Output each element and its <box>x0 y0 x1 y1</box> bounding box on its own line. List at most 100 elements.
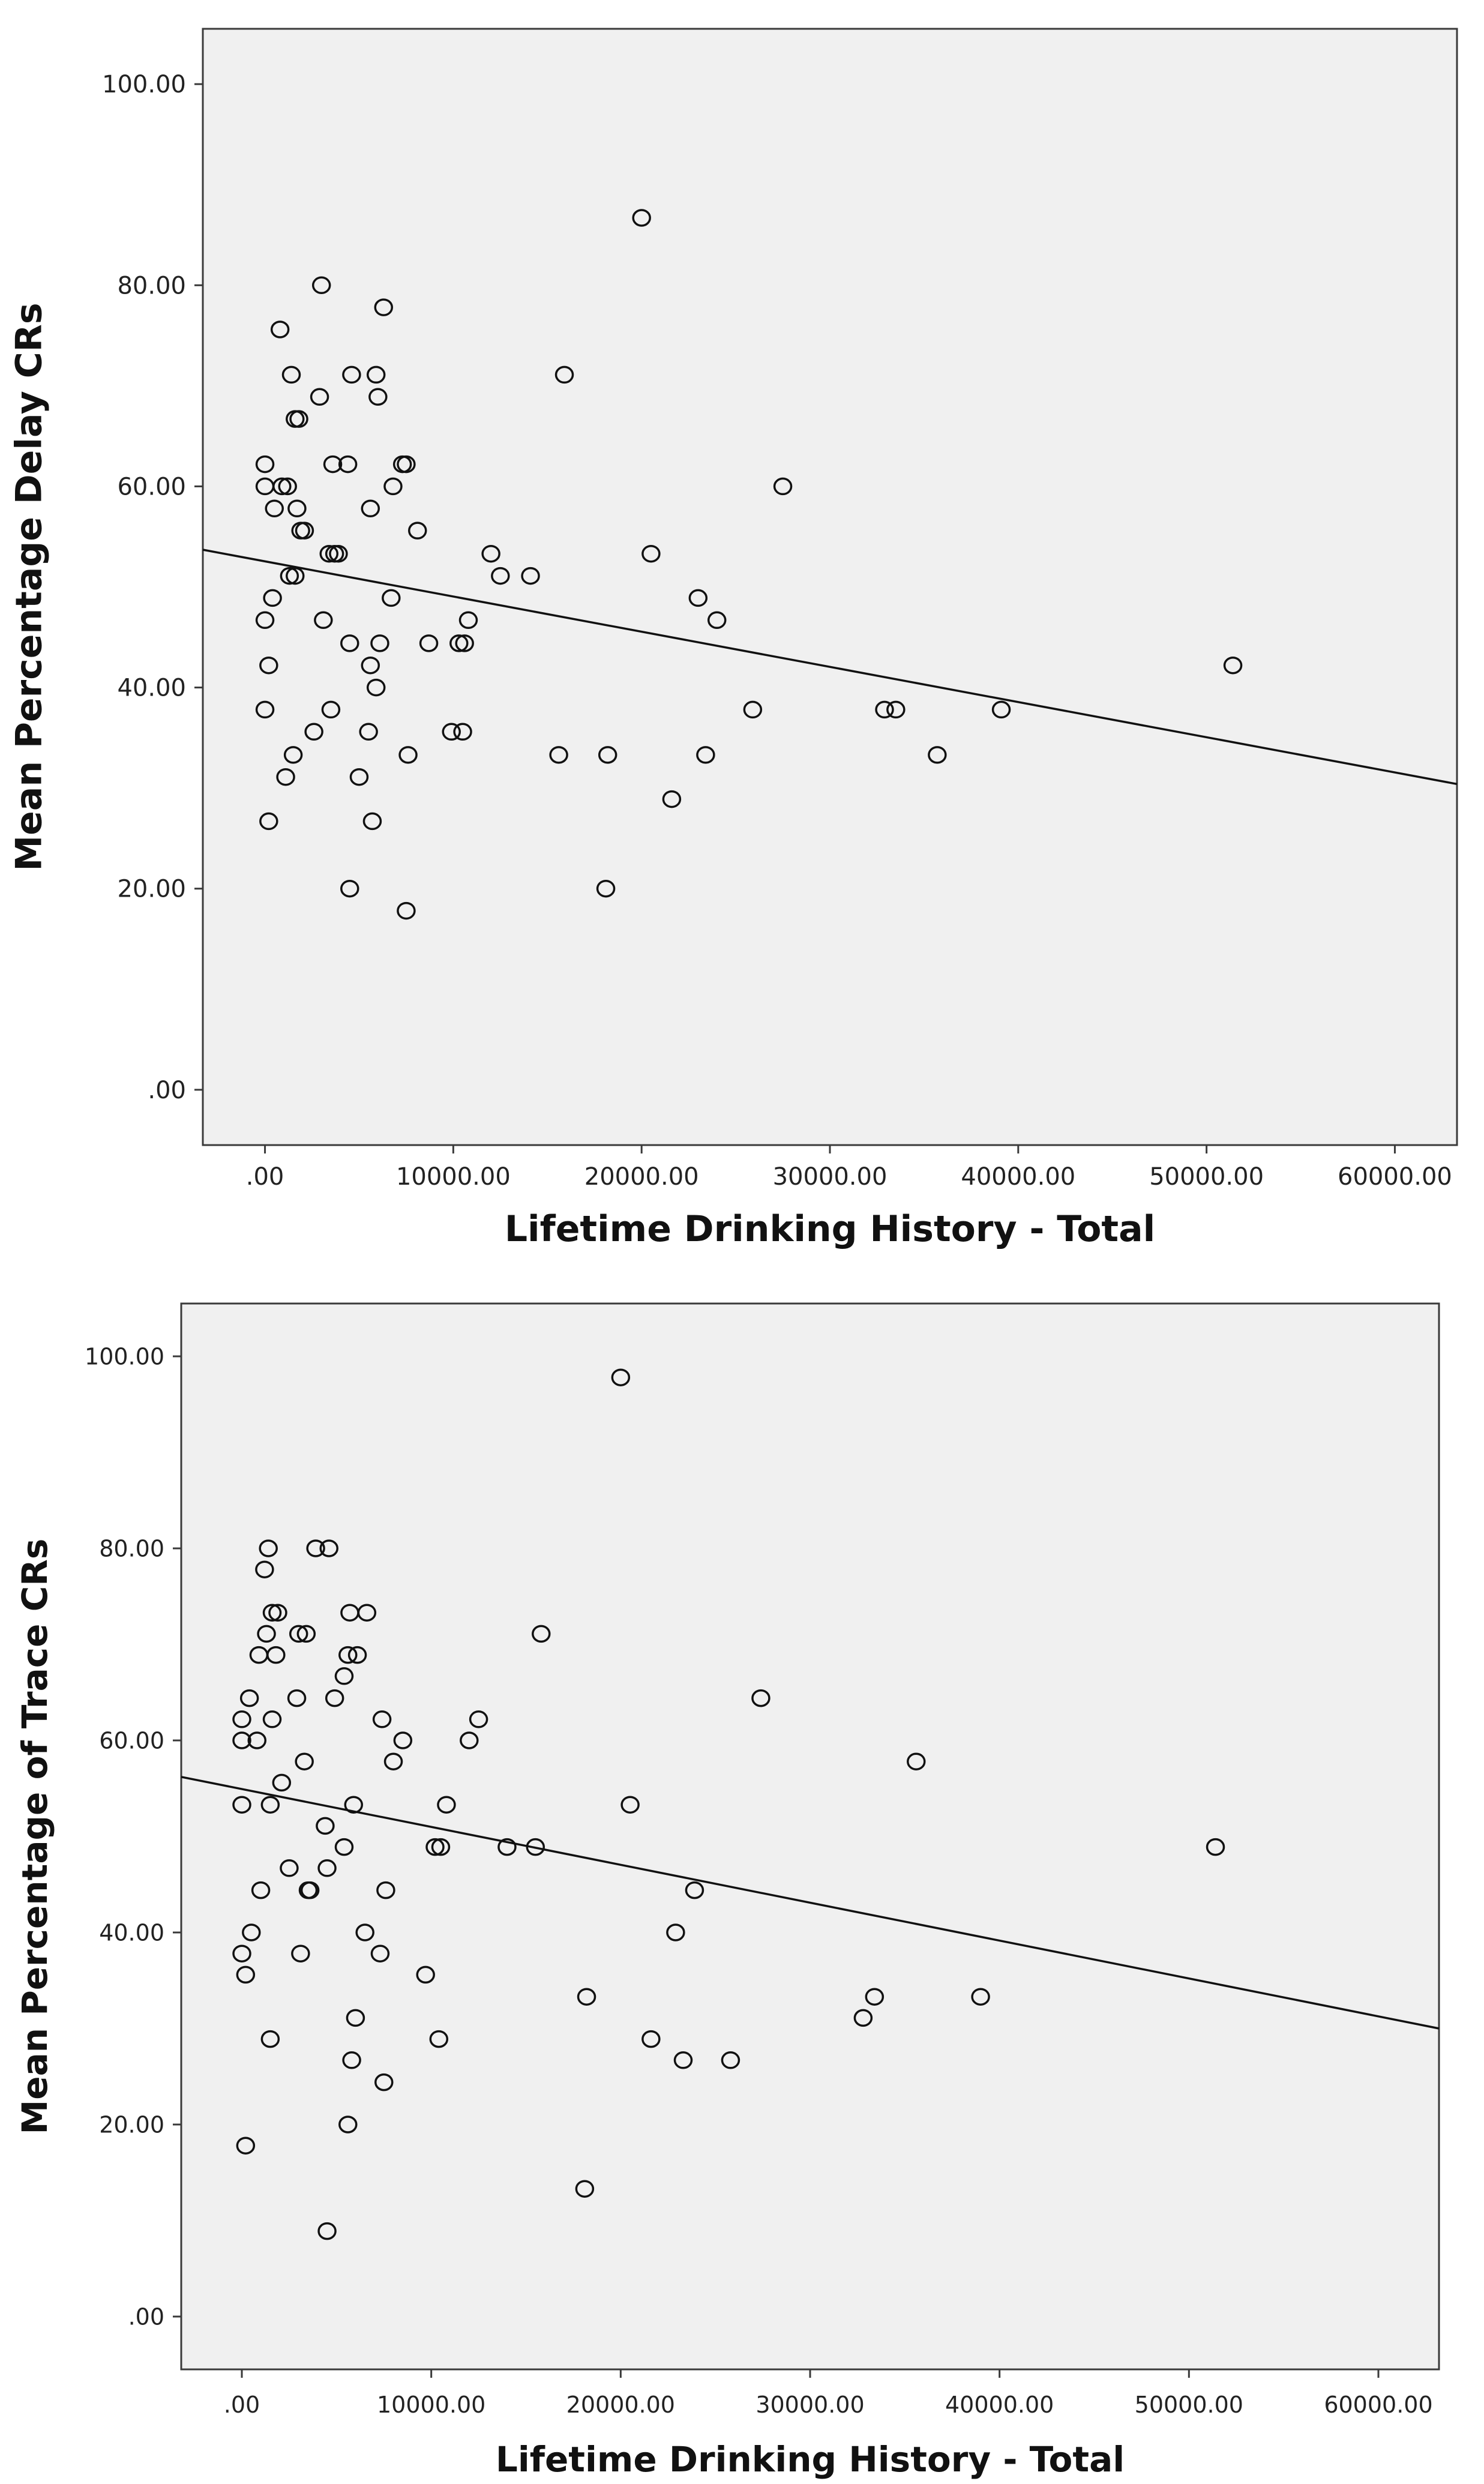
data-point <box>853 2009 873 2027</box>
data-point <box>598 746 617 764</box>
data-point <box>295 522 314 540</box>
data-point <box>255 1560 274 1578</box>
x-axis-title: Lifetime Drinking History - Total <box>496 2439 1125 2480</box>
data-point <box>247 1731 267 1749</box>
data-point <box>278 477 297 496</box>
data-point <box>334 1667 354 1685</box>
data-point <box>368 388 388 406</box>
data-point <box>236 1965 256 1984</box>
data-point <box>865 1988 885 2006</box>
data-point <box>991 700 1011 719</box>
data-point <box>383 477 403 496</box>
data-point <box>928 746 947 764</box>
data-point <box>334 1838 354 1856</box>
data-point <box>549 746 568 764</box>
y-tick-label: 40.00 <box>99 1919 164 1946</box>
data-point <box>239 1689 259 1707</box>
x-tick-label: 20000.00 <box>566 2392 675 2418</box>
data-point <box>596 879 616 898</box>
data-point <box>355 1923 374 1941</box>
data-point <box>286 567 305 585</box>
data-point <box>886 700 906 719</box>
data-point <box>306 1539 325 1557</box>
x-tick-label: 30000.00 <box>756 2392 864 2418</box>
data-point <box>291 1944 310 1962</box>
x-tick-label: .00 <box>224 2392 260 2418</box>
y-tick-label: 100.00 <box>85 1343 164 1370</box>
data-point <box>232 1944 251 1962</box>
data-point <box>340 634 359 652</box>
data-point <box>641 2030 661 2048</box>
data-point <box>317 2222 337 2240</box>
data-point <box>743 700 763 719</box>
data-point <box>362 812 382 831</box>
data-point <box>575 2180 595 2198</box>
y-tick-label: 80.00 <box>117 272 186 299</box>
data-point <box>296 1625 316 1643</box>
data-point <box>497 1838 517 1856</box>
data-point <box>342 365 361 384</box>
fit-line <box>181 1776 1440 2030</box>
x-tick-label: 60000.00 <box>1324 2392 1432 2418</box>
data-point <box>236 2137 256 2155</box>
data-point <box>429 2030 449 2048</box>
data-point <box>295 1752 314 1770</box>
data-point <box>259 1539 278 1557</box>
data-point <box>361 656 380 675</box>
data-point <box>632 209 651 227</box>
data-point <box>469 1710 488 1728</box>
data-point <box>300 1881 320 1899</box>
data-point <box>449 634 469 652</box>
data-point <box>366 678 386 697</box>
data-point <box>283 746 303 764</box>
data-point <box>907 1752 926 1770</box>
data-point <box>242 1923 261 1941</box>
data-point <box>259 656 278 675</box>
data-point <box>263 589 282 607</box>
data-point <box>329 544 348 563</box>
data-point <box>611 1368 631 1386</box>
data-point <box>289 1625 308 1643</box>
x-tick-label: 40000.00 <box>961 1163 1075 1191</box>
data-point <box>382 589 401 607</box>
x-tick-label: 50000.00 <box>1149 1163 1264 1191</box>
data-point <box>491 567 510 585</box>
data-point <box>357 1604 377 1622</box>
data-point <box>407 522 427 540</box>
x-tick-label: 40000.00 <box>945 2392 1054 2418</box>
data-point <box>346 2009 365 2027</box>
data-point <box>262 1604 282 1622</box>
data-point <box>255 700 275 719</box>
data-point <box>481 544 500 563</box>
data-point <box>321 700 341 719</box>
data-point <box>376 1881 395 1899</box>
data-point <box>270 320 290 338</box>
trace-crs-scatter-chart: .00 20.00 40.00 60.00 80.00 100.00 .00 10000.00… <box>14 1302 1440 2480</box>
data-point <box>366 365 386 384</box>
data-point <box>532 1625 551 1643</box>
data-point <box>325 1689 344 1707</box>
data-point <box>397 455 416 474</box>
data-point <box>374 2073 394 2092</box>
data-point <box>287 1689 307 1707</box>
data-point <box>265 499 284 518</box>
data-point <box>370 1944 390 1962</box>
data-point <box>259 812 278 831</box>
x-tick-label: 10000.00 <box>396 1163 511 1191</box>
x-axis-title: Lifetime Drinking History - Total <box>505 1208 1155 1250</box>
data-point <box>398 746 418 764</box>
data-point <box>266 1646 286 1664</box>
data-point <box>374 298 394 316</box>
data-point <box>442 723 461 741</box>
data-point <box>751 1689 771 1707</box>
data-point <box>383 1752 403 1770</box>
data-point <box>696 746 715 764</box>
x-tick-label: 60000.00 <box>1338 1163 1452 1191</box>
data-point <box>338 2116 358 2134</box>
y-tick-label: .00 <box>128 2303 164 2330</box>
data-point <box>425 1838 445 1856</box>
data-point <box>641 544 661 563</box>
data-point <box>342 2051 361 2069</box>
data-point <box>455 634 474 652</box>
